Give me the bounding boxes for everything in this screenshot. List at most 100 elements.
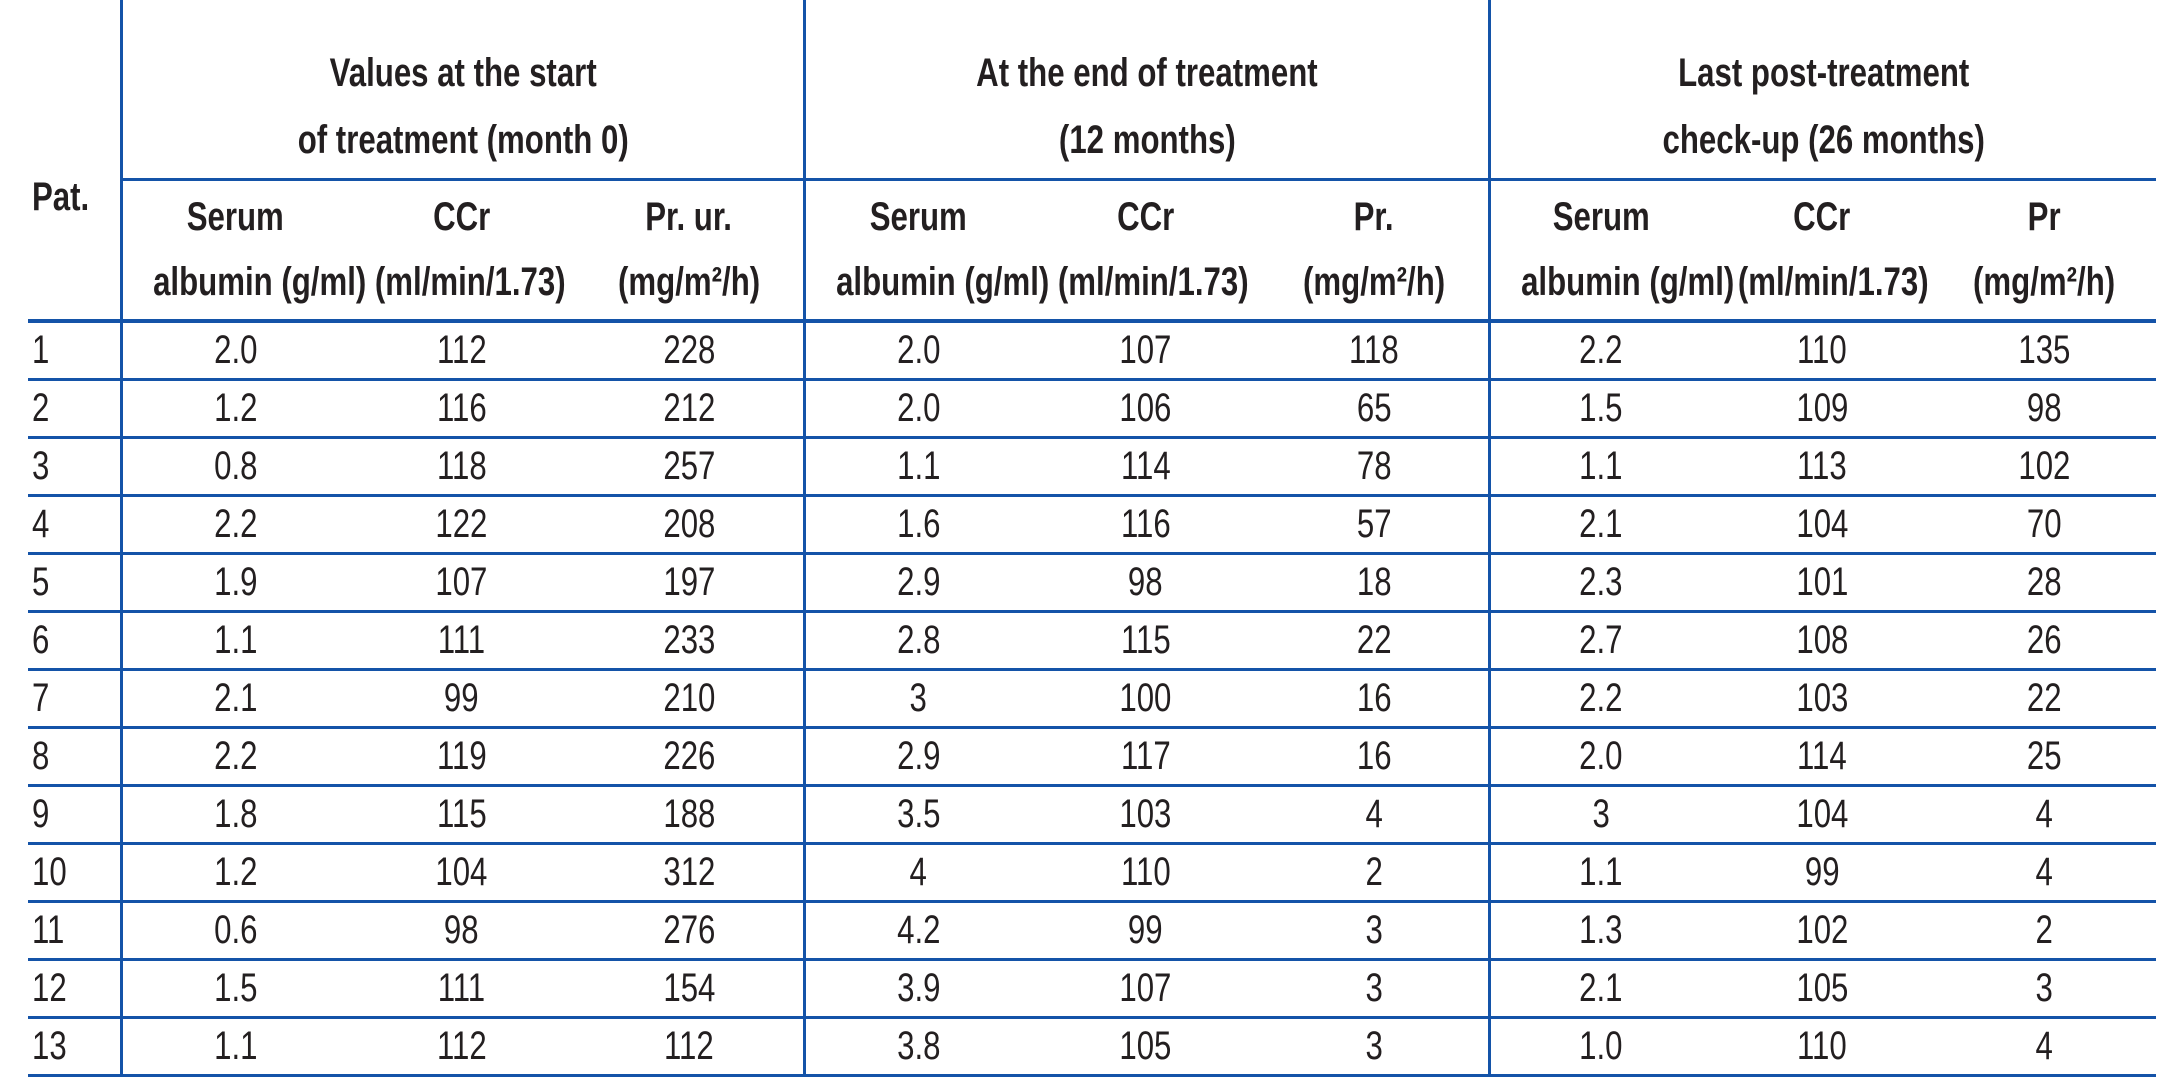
table-row: 1 2.0 112 228 2.0 107 118 2.2 110 135 — [28, 323, 2157, 381]
data-cell: 16 — [1260, 729, 1489, 787]
data-cell: 3 — [1260, 903, 1489, 961]
data-cell: 111 — [348, 961, 575, 1019]
data-value: 107 — [435, 560, 488, 604]
data-cell: 1.6 — [803, 497, 1032, 555]
data-cell: 212 — [575, 381, 804, 439]
data-cell: 2.2 — [1488, 323, 1712, 381]
column-header-line1: Serum — [1552, 195, 1650, 239]
data-cell: 226 — [575, 729, 804, 787]
data-cell: 107 — [1031, 323, 1261, 381]
data-value: 99 — [444, 676, 479, 720]
data-cell: 154 — [575, 961, 804, 1019]
data-value: 111 — [437, 966, 486, 1010]
data-cell: 108 — [1711, 613, 1934, 671]
column-header-line1: Pr — [2028, 195, 2062, 239]
data-cell: 101 — [1711, 555, 1934, 613]
data-value: 99 — [1804, 850, 1840, 894]
data-value: 110 — [1120, 850, 1171, 894]
data-value: 276 — [662, 908, 716, 952]
group-title-line2: of treatment (month 0) — [297, 118, 629, 162]
data-cell: 2.0 — [1488, 729, 1712, 787]
group-header-start-of-treatment: Values at the start of treatment (month … — [120, 0, 804, 181]
data-value: 18 — [1356, 560, 1392, 604]
column-header-line1: CCr — [432, 195, 491, 239]
data-cell: 105 — [1031, 1019, 1261, 1077]
data-value: 22 — [2027, 676, 2062, 720]
data-cell: 4.2 — [803, 903, 1032, 961]
data-value: 228 — [662, 328, 716, 372]
data-cell: 111 — [348, 613, 575, 671]
group-title-line2: (12 months) — [1058, 118, 1236, 162]
data-value: 312 — [662, 850, 716, 894]
data-cell: 1.5 — [1488, 381, 1712, 439]
group-title-line1: At the end of treatment — [976, 51, 1318, 95]
data-cell: 22 — [1260, 613, 1489, 671]
data-cell: 3 — [1260, 1019, 1489, 1077]
data-cell: 2.9 — [803, 555, 1032, 613]
data-cell: 233 — [575, 613, 804, 671]
table-row: 6 1.1 111 233 2.8 115 22 2.7 108 26 — [28, 613, 2157, 671]
data-value: 2.0 — [213, 328, 258, 372]
table-row: 5 1.9 107 197 2.9 98 18 2.3 101 28 — [28, 555, 2157, 613]
data-cell: 26 — [1933, 613, 2157, 671]
data-cell: 116 — [348, 381, 575, 439]
group-title-line1: Values at the start — [329, 51, 597, 95]
patient-column-header: Pat. — [32, 175, 90, 219]
data-value: 1.1 — [896, 444, 941, 488]
patient-number-cell: 6 — [28, 613, 120, 671]
data-cell: 107 — [348, 555, 575, 613]
data-value: 70 — [2027, 502, 2062, 546]
data-cell: 4 — [1933, 1019, 2157, 1077]
data-cell: 312 — [575, 845, 804, 903]
column-header-line2: (ml/min/1.73) — [1737, 260, 1929, 304]
data-value: 0.6 — [213, 908, 258, 952]
table-row: 7 2.1 99 210 3 100 16 2.2 103 22 — [28, 671, 2157, 729]
data-value: 2 — [2035, 908, 2054, 952]
data-value: 1.5 — [1579, 386, 1623, 430]
data-value: 208 — [662, 502, 716, 546]
data-value: 4 — [2035, 850, 2054, 894]
column-header-serum-albumin-2: Serum albumin (g/ml) — [1488, 181, 1734, 323]
data-cell: 2 — [1260, 845, 1489, 903]
data-cell: 107 — [1031, 961, 1261, 1019]
data-value: 2.7 — [1579, 618, 1623, 662]
data-value: 108 — [1796, 618, 1849, 662]
data-cell: 3 — [803, 671, 1032, 729]
data-cell: 1.5 — [120, 961, 348, 1019]
data-value: 102 — [2018, 444, 2071, 488]
data-value: 154 — [662, 966, 716, 1010]
data-value: 3 — [1592, 792, 1610, 836]
data-cell: 1.3 — [1488, 903, 1712, 961]
data-value: 100 — [1119, 676, 1172, 720]
data-cell: 1.1 — [803, 439, 1032, 497]
data-value: 2.2 — [1579, 328, 1623, 372]
patient-number: 1 — [32, 328, 50, 372]
column-header-line2: (mg/m²/h) — [1302, 260, 1446, 304]
data-cell: 112 — [348, 1019, 575, 1077]
column-header-line2: albumin (g/ml) — [1521, 260, 1735, 304]
data-cell: 103 — [1711, 671, 1934, 729]
data-value: 118 — [436, 444, 487, 488]
data-value: 104 — [1796, 792, 1849, 836]
data-cell: 118 — [1260, 323, 1489, 381]
table-row: 4 2.2 122 208 1.6 116 57 2.1 104 70 — [28, 497, 2157, 555]
data-value: 28 — [2027, 560, 2062, 604]
column-header-line2: (ml/min/1.73) — [374, 260, 566, 304]
data-value: 2.9 — [896, 734, 941, 778]
data-value: 4 — [2035, 792, 2054, 836]
data-value: 16 — [1356, 676, 1392, 720]
data-cell: 57 — [1260, 497, 1489, 555]
data-cell: 102 — [1933, 439, 2157, 497]
column-header-line1: Serum — [186, 195, 285, 239]
data-value: 98 — [1128, 560, 1163, 604]
data-value: 98 — [444, 908, 479, 952]
data-cell: 1.2 — [120, 381, 348, 439]
data-value: 112 — [436, 328, 487, 372]
column-header-proteinuria-2: Pr (mg/m²/h) — [1933, 181, 2157, 323]
data-cell: 135 — [1933, 323, 2157, 381]
table-row: 12 1.5 111 154 3.9 107 3 2.1 105 3 — [28, 961, 2157, 1019]
data-value: 2 — [1365, 850, 1383, 894]
data-value: 57 — [1356, 502, 1392, 546]
data-value: 3 — [1365, 1024, 1383, 1068]
data-value: 3.9 — [896, 966, 941, 1010]
